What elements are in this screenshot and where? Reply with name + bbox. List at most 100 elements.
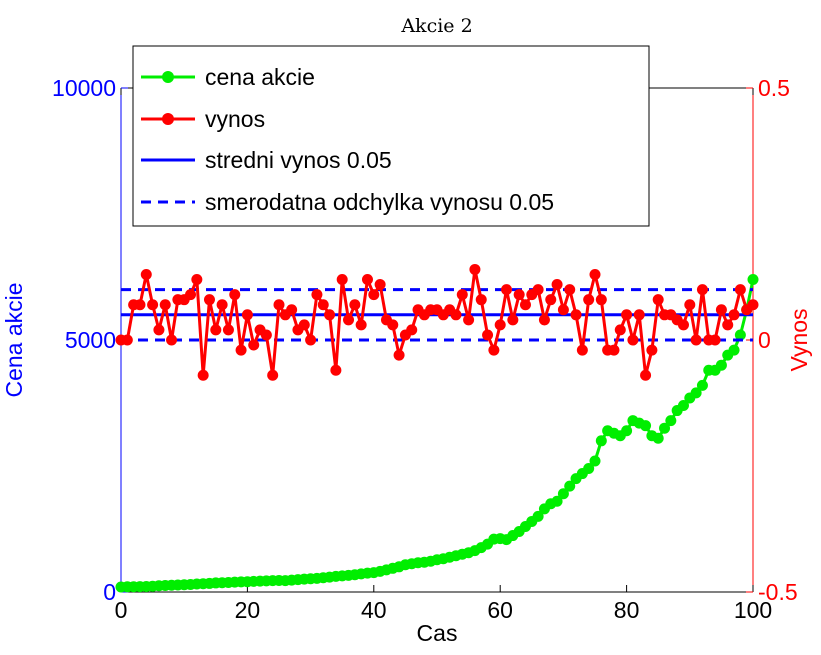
price-point <box>595 435 607 447</box>
return-point <box>311 289 323 301</box>
legend-marker-return <box>162 113 174 125</box>
return-point <box>684 299 696 311</box>
return-point <box>747 299 759 311</box>
price-point <box>659 422 671 434</box>
price-point <box>640 420 652 432</box>
chart-title: Akcie 2 <box>400 15 472 37</box>
return-point <box>633 309 645 321</box>
return-point <box>545 294 557 306</box>
return-point <box>216 299 228 311</box>
return-point <box>646 344 658 356</box>
return-point <box>393 349 405 361</box>
return-point <box>368 289 380 301</box>
x-tick-label: 20 <box>235 597 261 623</box>
return-point <box>589 268 601 280</box>
left-y-tick-label: 10000 <box>52 75 116 101</box>
left-y-axis-label: Cena akcie <box>1 282 27 397</box>
price-point <box>728 344 740 356</box>
return-point <box>374 279 386 291</box>
return-point <box>519 299 531 311</box>
return-point <box>222 324 234 336</box>
return-point <box>166 334 178 346</box>
right-y-tick-label: 0.5 <box>758 75 790 101</box>
return-point <box>336 274 348 286</box>
legend: cena akcie vynos stredni vynos 0.05 smer… <box>132 45 650 227</box>
return-point <box>482 329 494 341</box>
price-point <box>652 432 664 444</box>
price-point <box>583 463 595 475</box>
return-point <box>696 284 708 296</box>
x-tick-label: 100 <box>734 597 772 623</box>
right-y-axis-label: Vynos <box>786 308 812 371</box>
return-point <box>286 304 298 316</box>
return-point <box>153 324 165 336</box>
x-tick-label: 80 <box>614 597 640 623</box>
return-point <box>722 319 734 331</box>
price-point <box>551 495 563 507</box>
price-point <box>715 359 727 371</box>
legend-label-return: vynos <box>205 106 265 132</box>
return-point <box>260 329 272 341</box>
return-point <box>715 304 727 316</box>
legend-label-std: smerodatna odchylka vynosu 0.05 <box>205 189 554 215</box>
right-y-tick-label: -0.5 <box>758 579 798 605</box>
return-point <box>570 309 582 321</box>
return-point <box>450 309 462 321</box>
price-point <box>696 379 708 391</box>
legend-label-mean: stredni vynos 0.05 <box>205 147 392 173</box>
return-point <box>475 294 487 306</box>
x-axis-label: Cas <box>417 620 458 646</box>
legend-entry-return: vynos <box>141 106 265 132</box>
return-point <box>267 369 279 381</box>
price-point <box>557 488 569 500</box>
return-point <box>191 274 203 286</box>
return-point <box>349 299 361 311</box>
return-point <box>507 314 519 326</box>
return-point <box>564 284 576 296</box>
return-point <box>532 284 544 296</box>
price-point <box>589 455 601 467</box>
return-point <box>324 309 336 321</box>
return-point <box>361 274 373 286</box>
price-point <box>734 329 746 341</box>
left-y-axis-ticks: 0 5000 10000 <box>52 75 128 605</box>
price-point <box>532 510 544 522</box>
return-point <box>406 324 418 336</box>
return-point <box>203 294 215 306</box>
price-point <box>747 274 759 286</box>
price-point <box>665 415 677 427</box>
legend-box <box>132 45 650 227</box>
return-point <box>728 309 740 321</box>
return-point <box>235 344 247 356</box>
series-group <box>115 263 759 593</box>
legend-entry-std: smerodatna odchylka vynosu 0.05 <box>141 189 554 215</box>
return-point <box>387 319 399 331</box>
return-point <box>210 324 222 336</box>
right-y-axis-ticks: -0.5 0 0.5 <box>746 75 798 605</box>
return-point <box>456 289 468 301</box>
return-point <box>501 284 513 296</box>
return-point <box>576 344 588 356</box>
return-point <box>317 299 329 311</box>
return-point <box>185 289 197 301</box>
return-point <box>147 299 159 311</box>
legend-entry-price: cena akcie <box>141 64 315 90</box>
return-point <box>595 294 607 306</box>
return-point <box>627 334 639 346</box>
price-point <box>677 400 689 412</box>
return-point <box>305 334 317 346</box>
x-tick-label: 60 <box>487 597 513 623</box>
return-point <box>551 279 563 291</box>
return-point <box>709 334 721 346</box>
return-point <box>229 289 241 301</box>
return-point <box>513 289 525 301</box>
return-point <box>248 339 260 351</box>
legend-marker-price <box>162 71 174 83</box>
return-point <box>608 344 620 356</box>
return-point <box>494 319 506 331</box>
return-point <box>538 314 550 326</box>
return-point <box>273 299 285 311</box>
return-point <box>690 334 702 346</box>
right-y-tick-label: 0 <box>758 327 771 353</box>
